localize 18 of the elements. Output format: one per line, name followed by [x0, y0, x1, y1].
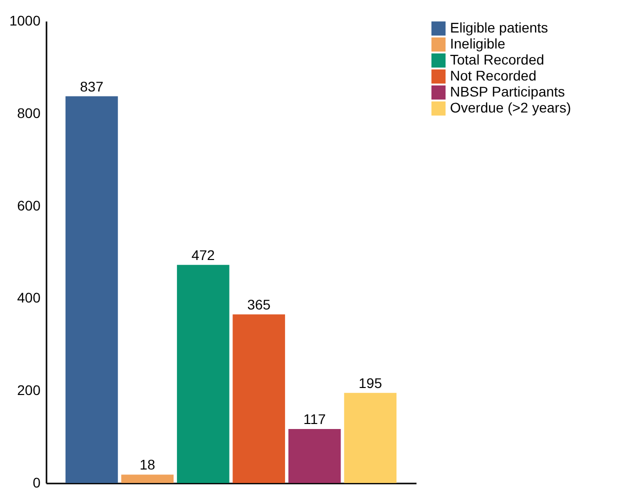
data-label: 837 — [80, 78, 104, 94]
y-tick-label: 800 — [17, 104, 41, 121]
y-tick-label: 600 — [17, 197, 41, 214]
y-tick-label: 400 — [17, 290, 41, 306]
data-label: 472 — [191, 246, 216, 263]
y-tick-label: 200 — [17, 382, 41, 398]
data-label: 18 — [140, 456, 156, 473]
y-tick-label: 1000 — [9, 12, 41, 28]
y-tick-label: 0 — [32, 474, 41, 490]
legend-label: Ineligible — [450, 36, 506, 52]
data-label: 195 — [358, 374, 382, 391]
legend-label: NBSP Participants — [450, 84, 565, 100]
legend-label: Overdue (>2 years) — [450, 100, 571, 116]
data-label: 365 — [247, 296, 271, 312]
data-label: 117 — [303, 410, 326, 427]
legend-label: Eligible patients — [450, 20, 548, 36]
legend-label: Total Recorded — [450, 52, 544, 68]
legend-label: Not Recorded — [450, 68, 536, 84]
